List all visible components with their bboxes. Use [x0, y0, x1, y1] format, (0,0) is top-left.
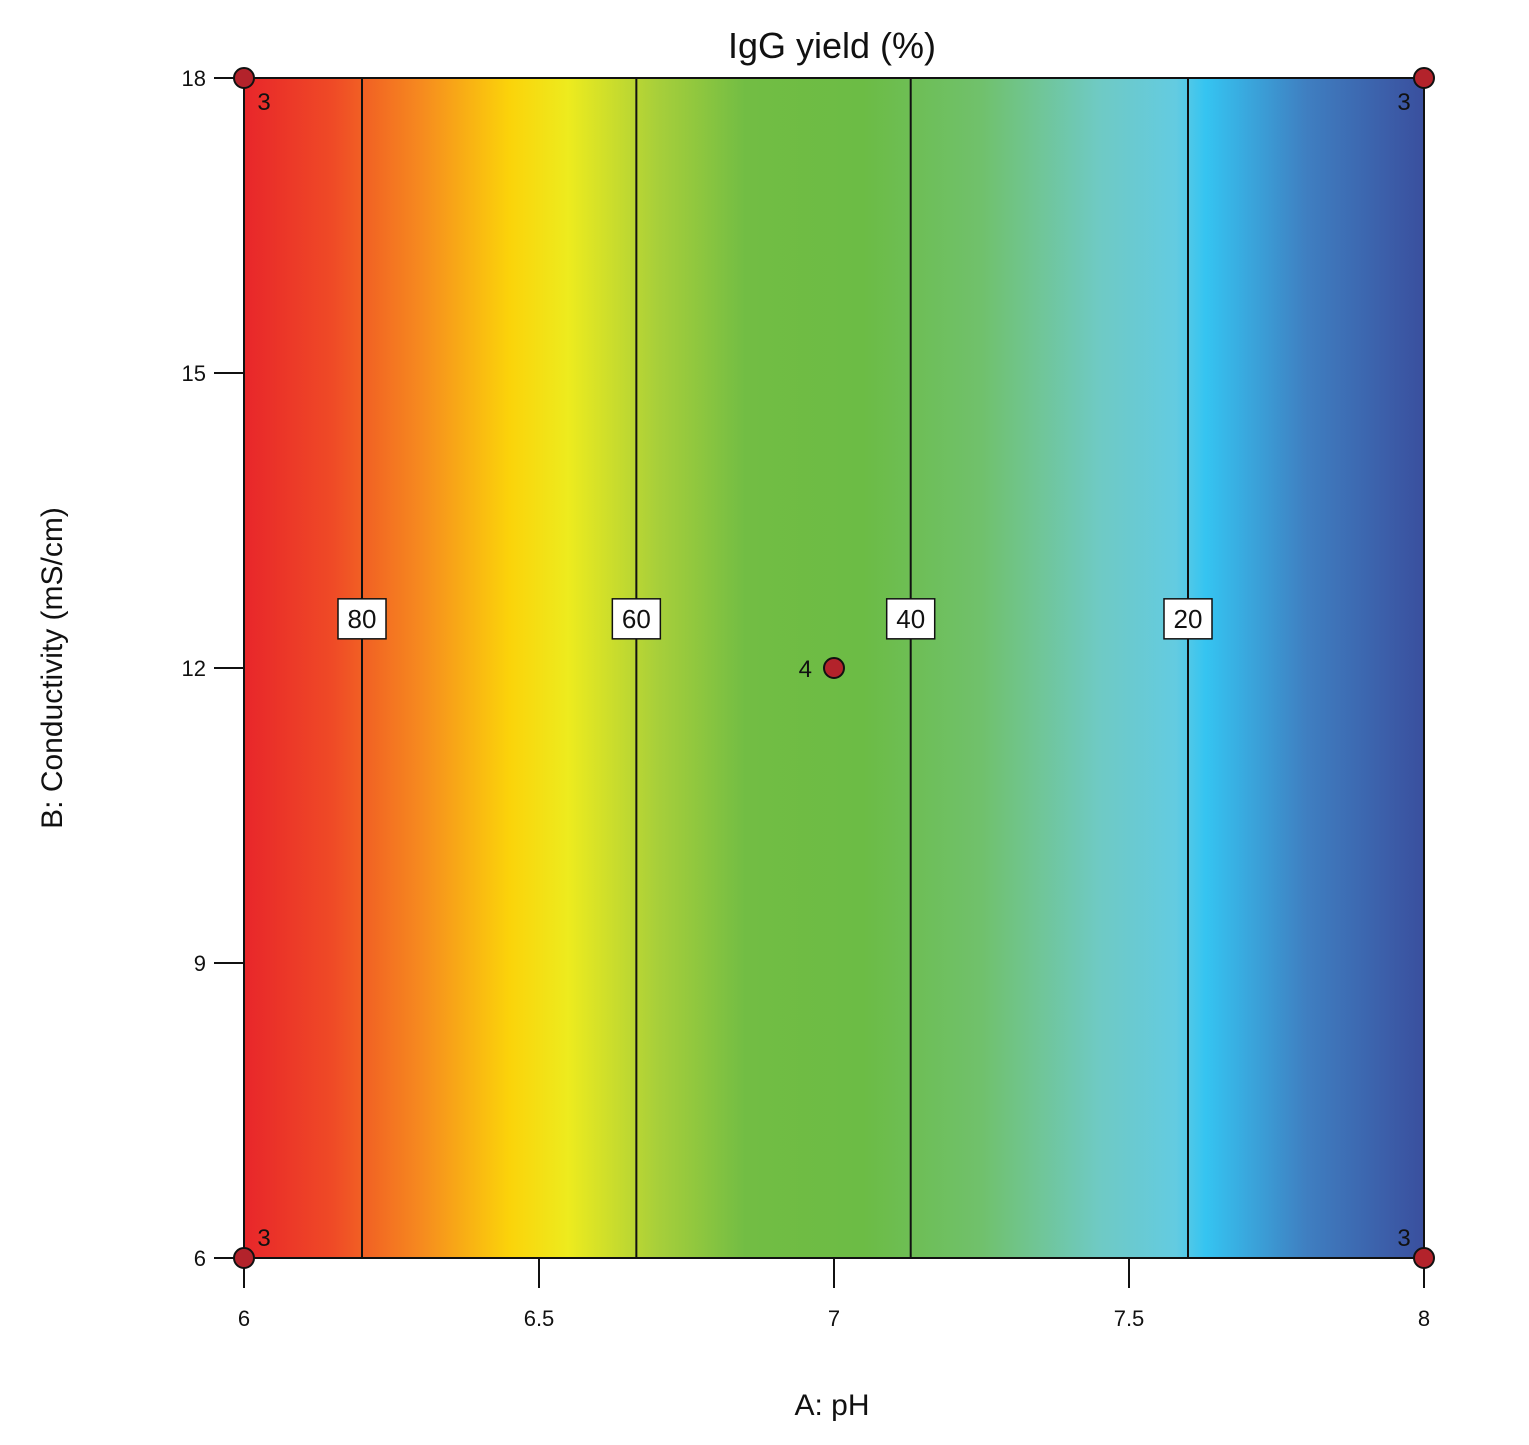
design-points: 3 3 3 3 4 [233, 67, 1435, 1269]
y-axis-title: B: Conductivity (mS/cm) [36, 507, 69, 829]
contour-label-box [611, 598, 662, 640]
contour-label-20: 20 [1163, 598, 1213, 640]
replicate-count-label: 3 [257, 89, 270, 116]
contour-label-text: 20 [1174, 604, 1203, 634]
contour-labels: 80 60 40 20 [337, 598, 1213, 640]
design-point-1 [1413, 67, 1435, 89]
contour-lines [361, 78, 1189, 1258]
y-axis: 6 9 12 15 18 [182, 66, 244, 1271]
y-tick-label: 9 [194, 951, 206, 976]
y-tick-label: 12 [182, 656, 206, 681]
replicate-count-label: 4 [799, 656, 812, 683]
contour-label-box [1163, 598, 1213, 640]
x-tick-label: 8 [1418, 1306, 1430, 1331]
replicate-count-label: 3 [257, 1225, 270, 1252]
design-point-4 [823, 657, 845, 679]
contour-label-box [885, 598, 936, 640]
contour-label-text: 60 [622, 604, 651, 634]
replicate-count-label: 3 [1397, 89, 1410, 116]
contour-label-60: 60 [611, 598, 662, 640]
design-point-3 [1413, 1247, 1435, 1269]
contour-label-text: 80 [348, 604, 377, 634]
replicate-count-label: 3 [1397, 1225, 1410, 1252]
design-point-2 [233, 1247, 255, 1269]
contour-label-box [337, 598, 387, 640]
design-point-0 [233, 67, 255, 89]
x-tick-label: 6 [238, 1306, 250, 1331]
contour-label-text: 40 [896, 604, 925, 634]
x-tick-label: 6.5 [524, 1306, 555, 1331]
x-tick-label: 7 [828, 1306, 840, 1331]
y-tick-label: 6 [194, 1246, 206, 1271]
contour-label-80: 80 [337, 598, 387, 640]
y-tick-label: 18 [182, 66, 206, 91]
contour-label-40: 40 [885, 598, 936, 640]
chart-title: IgG yield (%) [728, 25, 936, 66]
x-axis-title: A: pH [794, 1389, 869, 1422]
x-tick-label: 7.5 [1114, 1306, 1145, 1331]
x-axis: 6 6.5 7 7.5 8 [238, 1258, 1430, 1331]
y-tick-label: 15 [182, 361, 206, 386]
